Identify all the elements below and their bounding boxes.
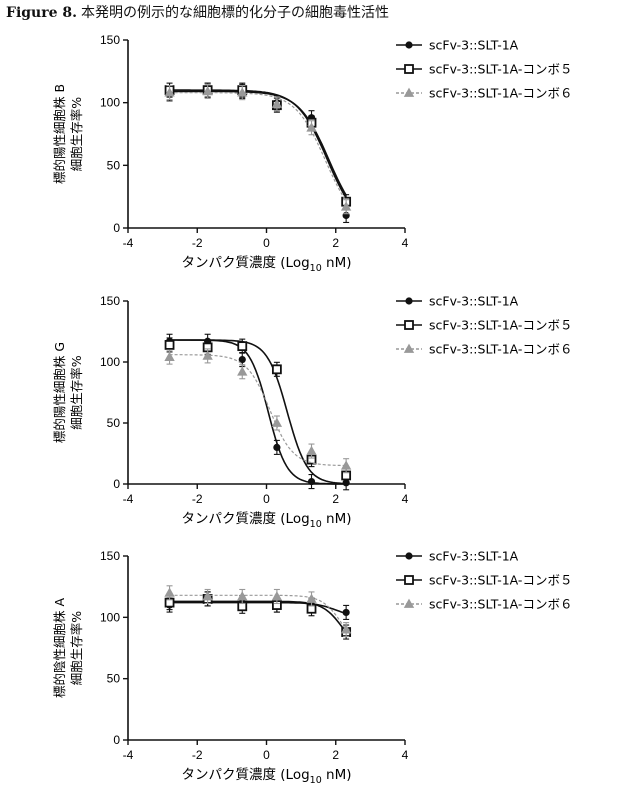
series-curve	[170, 93, 347, 201]
legend-label: scFv-3::SLT-1A-コンボ６	[429, 342, 572, 357]
y-tick-label: 150	[100, 294, 120, 308]
legend-marker	[405, 576, 413, 584]
x-axis-label-main: タンパク質濃度 (Log	[181, 255, 309, 271]
x-tick-label: 4	[402, 236, 409, 250]
x-axis-label: タンパク質濃度 (Log10 nM)	[181, 767, 351, 786]
series-curve	[170, 340, 347, 484]
data-point	[343, 609, 350, 616]
data-point	[272, 419, 281, 427]
x-tick-label: -4	[123, 748, 134, 762]
data-point	[238, 342, 246, 350]
series-curve	[170, 355, 347, 466]
legend-marker	[405, 552, 412, 559]
x-tick-label: -2	[192, 492, 203, 506]
legend-label: scFv-3::SLT-1A	[429, 294, 519, 309]
series-3	[165, 586, 351, 637]
data-point	[165, 353, 174, 361]
x-axis-label-main: タンパク質濃度 (Log	[181, 511, 309, 527]
y-axis-label-line: 細胞生存率%	[69, 611, 84, 686]
y-tick-label: 100	[100, 355, 120, 369]
x-tick-label: -4	[123, 236, 134, 250]
chart-2: 0 50 100 150 -4 -2 0 2 4 タンパク質濃度 (Log10 nM) 標的陽性細胞…	[52, 294, 572, 531]
y-tick-label: 50	[107, 158, 121, 172]
legend-label: scFv-3::SLT-1A-コンボ５	[429, 62, 572, 77]
data-point	[307, 447, 316, 455]
series-curve	[170, 601, 347, 632]
x-tick-label: 2	[332, 236, 339, 250]
x-tick-label: 4	[402, 492, 409, 506]
x-tick-label: 0	[263, 748, 270, 762]
x-tick-label: 2	[332, 748, 339, 762]
x-axis-label-sub: 10	[310, 775, 322, 786]
legend-marker	[405, 65, 413, 73]
legend-marker	[405, 297, 412, 304]
legend-marker	[405, 321, 413, 329]
y-tick-label: 100	[100, 96, 120, 110]
series-3	[165, 349, 351, 473]
legend-label: scFv-3::SLT-1A-コンボ５	[429, 573, 572, 588]
legend-marker	[405, 41, 412, 48]
series-curve	[170, 595, 347, 629]
data-point	[238, 367, 247, 375]
data-point	[238, 592, 247, 600]
legend-label: scFv-3::SLT-1A-コンボ５	[429, 318, 572, 333]
series-curve	[170, 603, 347, 614]
series-2	[166, 338, 351, 484]
y-tick-label: 150	[100, 33, 120, 47]
x-axis-label-sub: 10	[310, 519, 322, 530]
y-axis-label-line: 細胞生存率%	[69, 97, 84, 172]
x-tick-label: 4	[402, 748, 409, 762]
y-axis-label-line: 標的陽性細胞株 B	[52, 84, 67, 184]
data-point	[273, 444, 280, 451]
series-curve	[170, 90, 347, 198]
series-1	[166, 334, 350, 490]
data-point	[308, 478, 315, 485]
x-axis-label-end: nM)	[322, 511, 352, 527]
x-tick-label: -2	[192, 748, 203, 762]
x-tick-label: 2	[332, 492, 339, 506]
data-point	[273, 365, 281, 373]
x-tick-label: -4	[123, 492, 134, 506]
x-axis-label-end: nM)	[322, 767, 352, 783]
y-tick-label: 0	[113, 221, 120, 235]
y-axis-label-line: 標的陽性細胞株 G	[52, 342, 67, 443]
legend-label: scFv-3::SLT-1A	[429, 549, 519, 564]
series-1	[166, 592, 350, 619]
x-axis-label: タンパク質濃度 (Log10 nM)	[181, 511, 351, 530]
chart-1: 0 50 100 150 -4 -2 0 2 4 タンパク質濃度 (Log10 nM) 標的陽性細胞…	[52, 33, 572, 274]
y-axis-label-line: 細胞生存率%	[69, 355, 84, 430]
legend-label: scFv-3::SLT-1A	[429, 38, 519, 53]
y-tick-label: 0	[113, 477, 120, 491]
x-tick-label: 0	[263, 236, 270, 250]
x-axis-label-sub: 10	[310, 263, 322, 274]
x-axis-label-main: タンパク質濃度 (Log	[181, 767, 309, 783]
y-tick-label: 0	[113, 733, 120, 747]
data-point	[165, 588, 174, 596]
series-2	[166, 592, 351, 639]
y-tick-label: 50	[107, 416, 121, 430]
chart-3: 0 50 100 150 -4 -2 0 2 4 タンパク質濃度 (Log10 nM) 標的陰性細胞…	[52, 549, 572, 787]
data-point	[166, 341, 174, 349]
x-tick-label: 0	[263, 492, 270, 506]
legend-label: scFv-3::SLT-1A-コンボ６	[429, 597, 572, 612]
y-tick-label: 150	[100, 549, 120, 563]
legend-label: scFv-3::SLT-1A-コンボ６	[429, 86, 572, 101]
x-axis-label: タンパク質濃度 (Log10 nM)	[181, 255, 351, 274]
x-tick-label: -2	[192, 236, 203, 250]
y-tick-label: 50	[107, 672, 121, 686]
y-tick-label: 100	[100, 610, 120, 624]
x-axis-label-end: nM)	[322, 255, 352, 271]
y-axis-label-line: 標的陰性細胞株 A	[52, 598, 67, 698]
series-curve	[170, 340, 347, 484]
